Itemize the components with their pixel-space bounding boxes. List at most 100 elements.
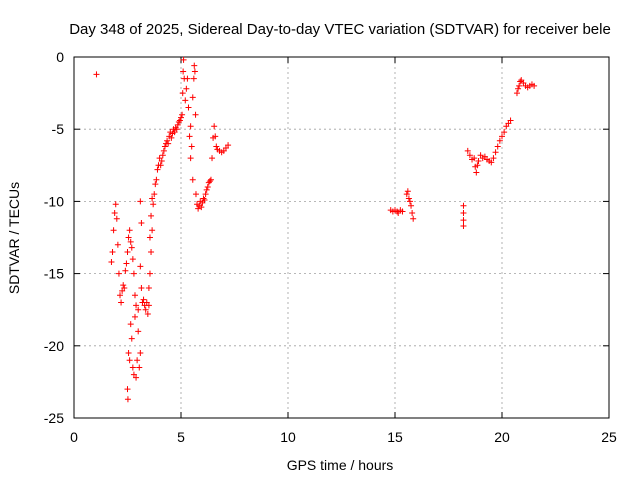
data-point <box>118 299 125 306</box>
data-point <box>114 241 121 248</box>
y-tick-label: -5 <box>52 121 65 137</box>
data-point <box>189 176 196 183</box>
data-point <box>191 62 198 69</box>
data-point <box>145 302 152 309</box>
data-point <box>136 364 143 371</box>
data-point <box>206 178 213 185</box>
data-point <box>204 183 211 190</box>
data-point <box>191 68 198 75</box>
data-point <box>174 121 181 128</box>
data-point <box>178 114 184 121</box>
data-point <box>117 292 124 299</box>
data-point <box>475 157 482 164</box>
data-point <box>127 238 134 245</box>
data-point <box>183 85 190 92</box>
axis-ticks: 0 5 10 15 20 25 0 -5 -10 -15 -20 -25 <box>44 49 617 445</box>
data-point <box>460 202 467 209</box>
data-point <box>180 68 187 75</box>
data-point <box>113 215 120 222</box>
data-point <box>202 191 209 198</box>
data-point <box>129 364 136 371</box>
x-tick-label: 5 <box>177 429 185 445</box>
data-point <box>460 222 467 229</box>
data-point <box>176 117 183 124</box>
data-point <box>115 270 122 277</box>
data-point <box>148 248 155 255</box>
data-point <box>207 176 214 183</box>
data-point <box>179 111 186 118</box>
data-point <box>137 263 144 270</box>
data-point <box>173 126 180 133</box>
data-point <box>158 157 165 164</box>
data-point <box>501 129 508 136</box>
data-point <box>399 208 406 215</box>
data-point <box>151 191 158 198</box>
data-point <box>135 328 142 335</box>
data-point <box>490 155 497 162</box>
data-point <box>121 285 128 292</box>
data-point <box>404 188 411 195</box>
data-point <box>184 75 191 82</box>
data-point <box>507 117 514 124</box>
data-point <box>212 133 219 140</box>
data-point <box>409 209 416 216</box>
data-point <box>133 302 140 309</box>
data-point <box>187 155 194 162</box>
data-point <box>494 143 501 150</box>
data-point <box>138 220 145 227</box>
data-point <box>145 285 152 292</box>
data-point <box>516 82 523 89</box>
data-points <box>93 56 538 403</box>
data-point <box>175 118 182 125</box>
data-point <box>126 357 133 364</box>
data-point <box>182 97 189 104</box>
data-point <box>165 140 172 147</box>
data-point <box>129 256 136 263</box>
data-point <box>190 75 197 82</box>
data-point <box>405 195 412 202</box>
data-point <box>125 234 132 241</box>
x-tick-label: 15 <box>387 429 403 445</box>
data-point <box>131 292 138 299</box>
data-point <box>128 244 135 251</box>
data-point <box>138 285 145 292</box>
data-point <box>471 155 478 162</box>
y-tick-label: -15 <box>44 266 64 282</box>
y-axis-label: SDTVAR / TECUs <box>6 182 22 294</box>
data-point <box>201 196 208 203</box>
data-point <box>410 215 417 222</box>
data-point <box>135 306 142 313</box>
data-point <box>531 82 538 89</box>
data-point <box>120 282 127 289</box>
chart-title: Day 348 of 2025, Sidereal Day-to-day VTE… <box>69 21 611 38</box>
y-tick-label: 0 <box>56 49 64 65</box>
data-point <box>93 71 100 78</box>
data-point <box>125 350 132 357</box>
data-point <box>406 198 413 205</box>
data-point <box>464 147 471 154</box>
data-point <box>192 191 199 198</box>
data-point <box>161 143 168 150</box>
data-point <box>128 335 135 342</box>
data-point <box>133 374 140 381</box>
data-point <box>515 85 522 92</box>
data-point <box>408 202 415 209</box>
data-point <box>137 198 144 205</box>
data-point <box>131 313 138 320</box>
data-point <box>225 142 232 149</box>
data-point <box>180 56 187 63</box>
x-tick-label: 25 <box>601 429 617 445</box>
data-point <box>112 201 119 208</box>
data-point <box>111 209 118 216</box>
data-point <box>134 357 141 364</box>
data-point <box>159 152 166 159</box>
data-point <box>513 90 520 97</box>
data-point <box>144 311 151 318</box>
data-point <box>124 396 131 403</box>
data-point <box>149 227 156 234</box>
data-point <box>148 212 155 219</box>
x-tick-label: 10 <box>280 429 296 445</box>
data-point <box>185 104 192 111</box>
data-point <box>108 259 115 266</box>
